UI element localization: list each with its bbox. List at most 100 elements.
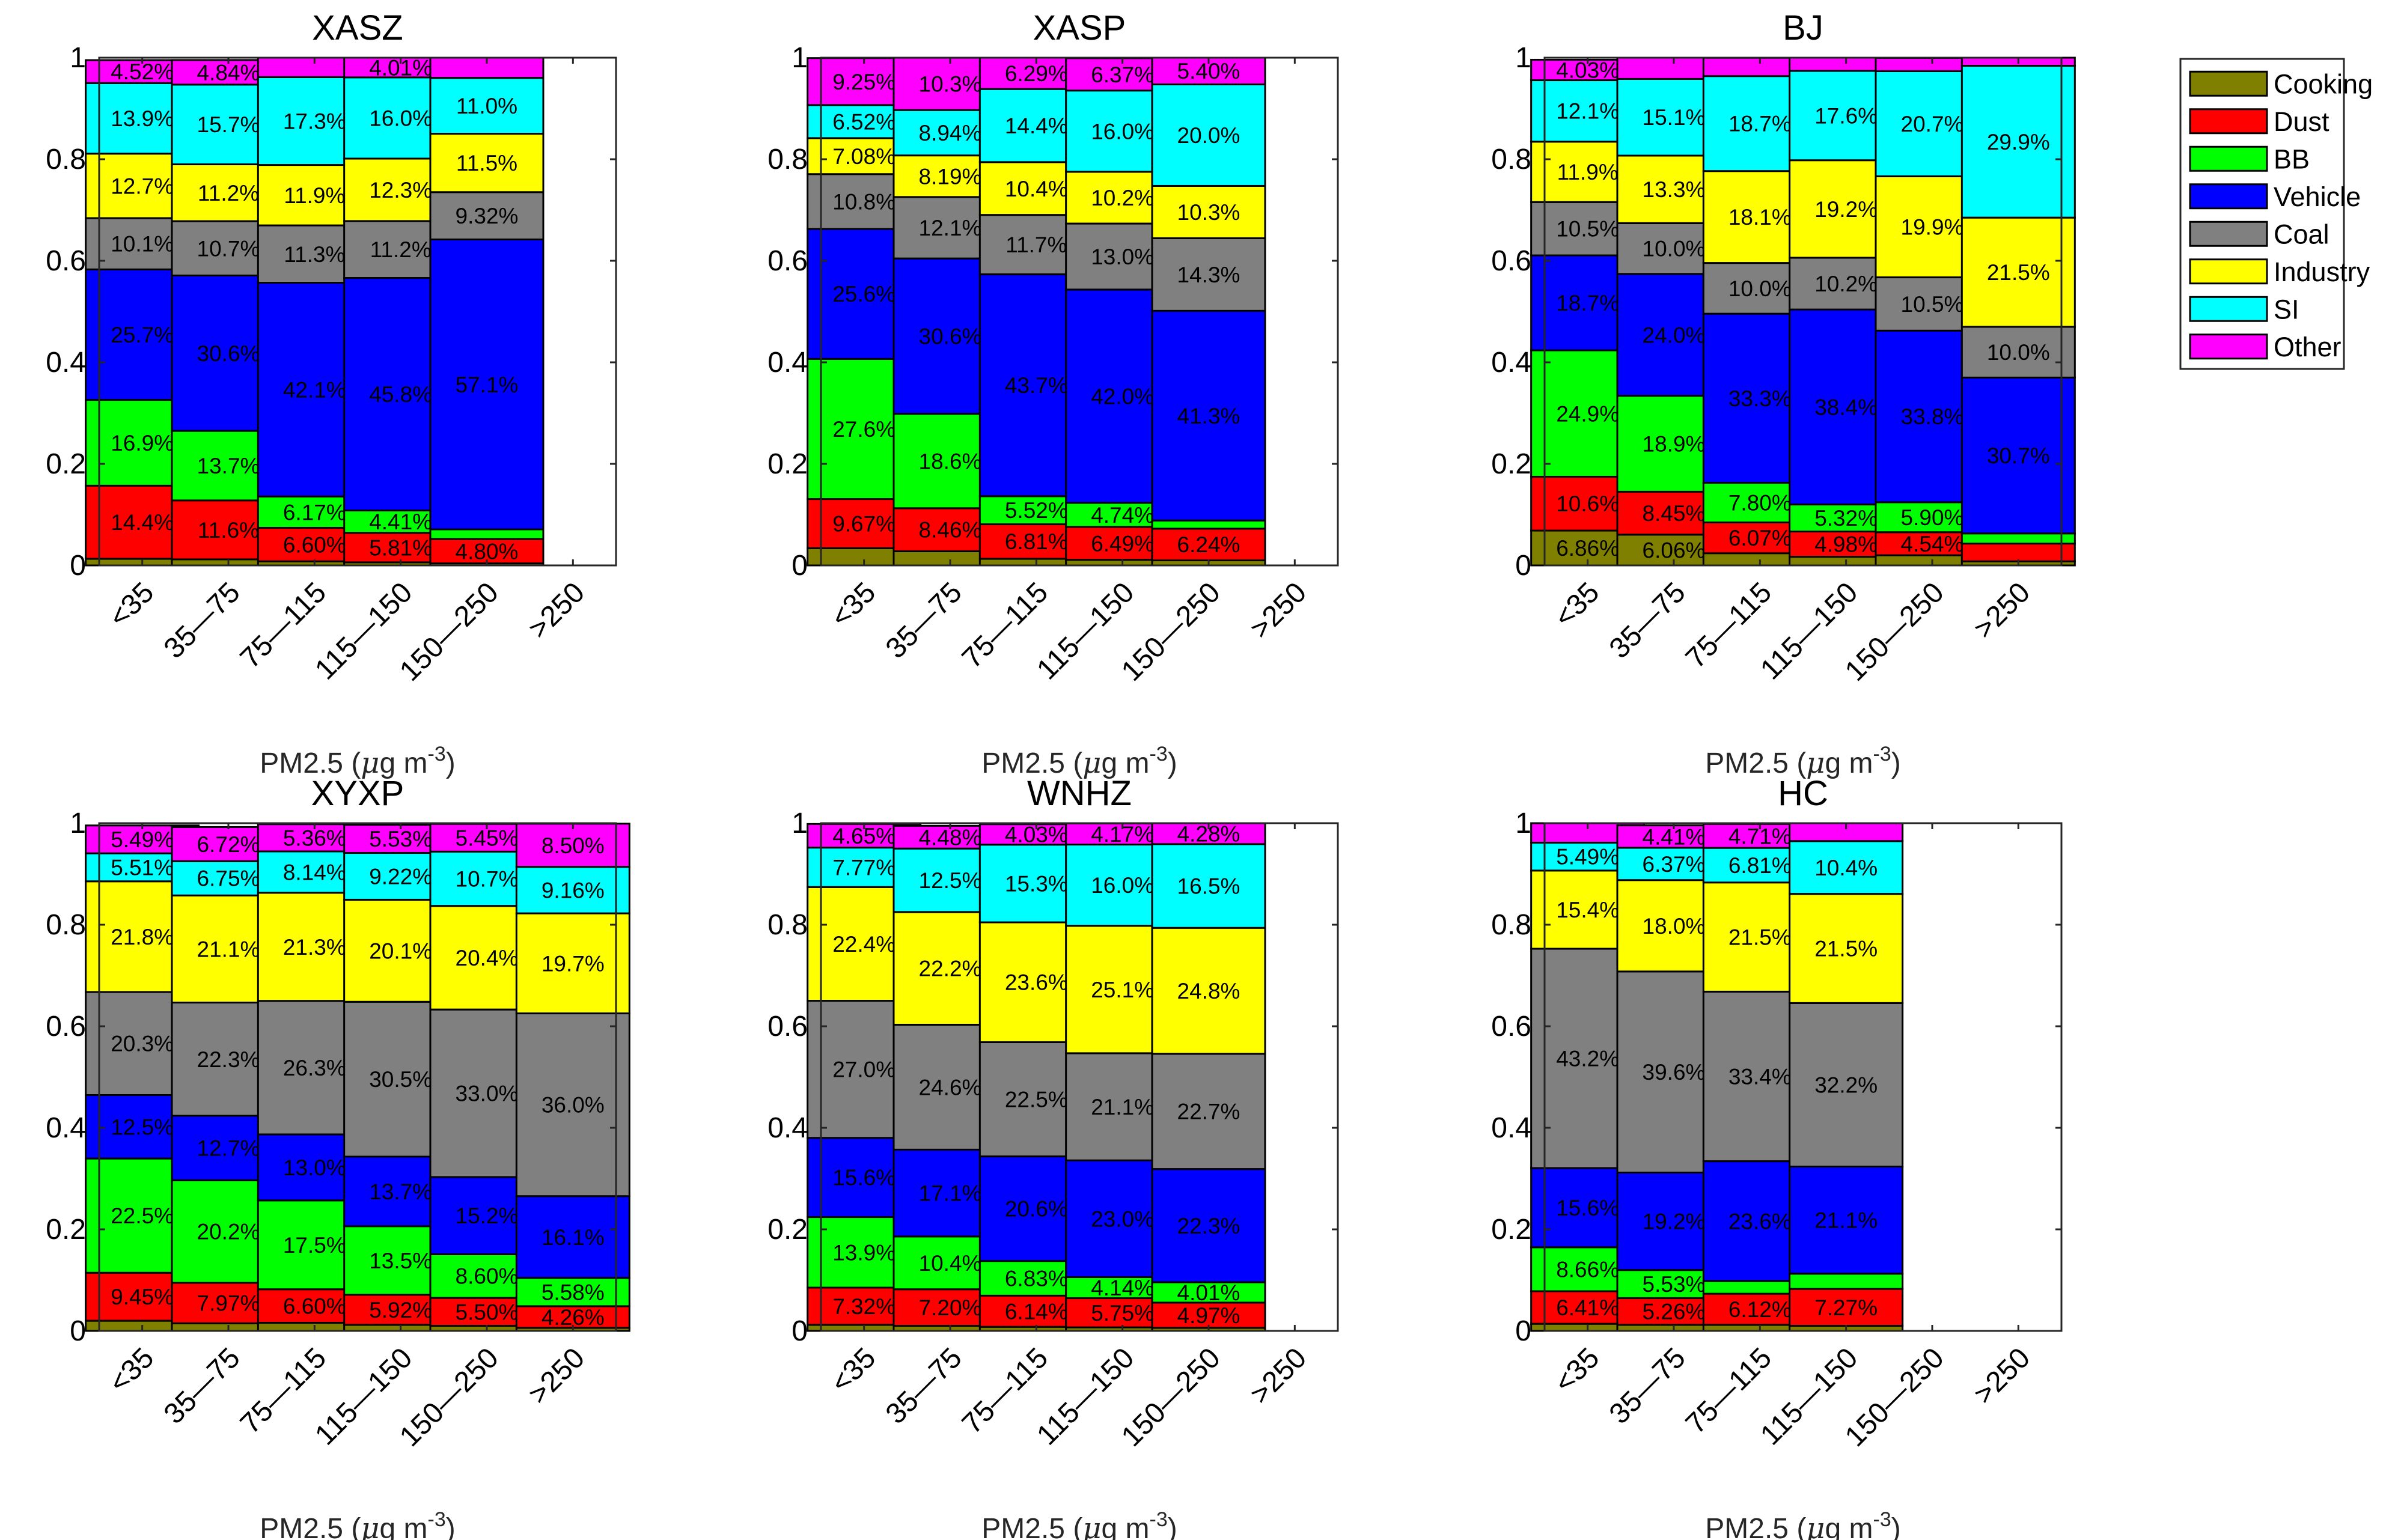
segment-label: 18.0% — [1643, 914, 1706, 939]
segment-label: 22.4% — [832, 932, 895, 957]
segment-label: 15.2% — [456, 1204, 519, 1228]
segment-coal — [1151, 1053, 1266, 1170]
segment-label: 10.3% — [919, 72, 982, 97]
legend-swatch — [2189, 258, 2268, 285]
x-tick-label: >250 — [1244, 576, 1313, 645]
segment-label: 7.80% — [1728, 490, 1792, 515]
segment-label: 18.7% — [1728, 112, 1792, 136]
bar-150-250: 6.24%41.3%14.3%10.3%20.0%5.40% — [1151, 56, 1266, 567]
segment-label: 7.97% — [197, 1291, 260, 1316]
segment-label: 38.4% — [1814, 395, 1878, 419]
panel-xasp: 9.67% 27.6% 25.6% 10.8% 7.08% 6.52% 9.25% 8.46%… — [767, 8, 1339, 780]
segment-label: 20.6% — [1005, 1197, 1068, 1222]
segment-label: 30.6% — [197, 341, 260, 366]
segment-label: 42.0% — [1091, 384, 1154, 409]
segment-si — [1151, 843, 1266, 929]
segment-label: 16.0% — [369, 106, 432, 130]
segment-label: 21.5% — [1987, 260, 2050, 285]
segment-label: 15.6% — [1556, 1196, 1619, 1220]
segment-label: 22.5% — [111, 1204, 174, 1228]
y-tick-label: 0.2 — [767, 1214, 808, 1246]
segment-label: 6.37% — [1091, 62, 1154, 87]
legend-swatch — [2189, 108, 2268, 135]
segment-label: 10.7% — [197, 236, 260, 261]
segment-label: 12.1% — [1556, 99, 1619, 124]
segment-vehicle — [429, 239, 545, 531]
segment-label: 27.0% — [832, 1058, 895, 1082]
segment-label: 17.1% — [919, 1181, 982, 1206]
segment-label: 16.9% — [111, 431, 174, 455]
segment-label: 11.3% — [284, 242, 345, 267]
x-tick-label: <35 — [1548, 1342, 1605, 1399]
legend: Cooking Dust BB Vehicle Coal Industry SI Other — [2179, 58, 2373, 370]
segment-label: 9.45% — [111, 1285, 174, 1309]
segment-label: 10.3% — [1177, 200, 1240, 225]
segment-industry — [1151, 184, 1266, 239]
y-tick-label: 1 — [792, 808, 808, 839]
segment-label: 10.0% — [1643, 237, 1706, 261]
segment-label: 10.6% — [1556, 492, 1619, 516]
x-tick-label: 35—75 — [880, 576, 968, 665]
segment-label: 6.52% — [832, 109, 895, 134]
bar-gt250: 30.7% 10.0% 21.5% 29.9% — [1960, 56, 2076, 567]
segment-label: 26.3% — [283, 1056, 346, 1080]
segment-label: 19.7% — [542, 951, 605, 976]
segment-label: 13.3% — [1643, 177, 1706, 202]
legend-entry-si: SI — [2189, 294, 2299, 324]
segment-label: 14.3% — [1177, 263, 1240, 287]
segment-label: 8.50% — [542, 833, 605, 858]
segment-label: 5.26% — [1643, 1300, 1706, 1324]
segment-label: 27.6% — [832, 417, 895, 442]
x-tick-label: 35—75 — [1603, 576, 1692, 665]
segment-label: 10.2% — [1091, 186, 1154, 210]
legend-label: BB — [2274, 144, 2310, 174]
y-tick-label: 0.2 — [1491, 448, 1531, 480]
panel-xasz: 14.4%16.9%25.7%10.1%12.7%13.9%4.52%11.6%… — [46, 8, 617, 780]
segment-label: 20.2% — [197, 1220, 260, 1244]
segment-label: 11.6% — [198, 518, 259, 543]
segment-label: 21.5% — [1728, 925, 1792, 950]
y-tick-label: 0 — [792, 1315, 808, 1347]
segment-label: 5.49% — [1556, 845, 1619, 869]
x-tick-label: 35—75 — [1603, 1342, 1692, 1430]
x-axis-label: PM2.5 (μg m-3) — [260, 1508, 455, 1540]
segment-label: 6.12% — [1728, 1297, 1792, 1322]
segment-label: 10.4% — [919, 1251, 982, 1276]
panel-title: XASP — [1033, 8, 1126, 47]
segment-label: 5.58% — [542, 1280, 605, 1304]
segment-label: 12.7% — [197, 1136, 260, 1161]
y-tick-label: 0.6 — [1491, 1011, 1531, 1042]
segment-label: 11.7% — [1005, 233, 1067, 257]
panel-title: BJ — [1783, 8, 1823, 47]
segment-label: 6.07% — [1728, 526, 1792, 550]
segment-label: 9.32% — [456, 204, 519, 228]
legend-entry-coal: Coal — [2189, 219, 2329, 249]
y-tick-label: 0.8 — [1491, 909, 1531, 941]
x-tick-label: <35 — [103, 576, 160, 633]
segment-label: 7.77% — [832, 855, 895, 880]
segment-bb — [1789, 1273, 1904, 1290]
segment-label: 20.4% — [456, 946, 519, 970]
segment-label: 11.9% — [1557, 160, 1618, 184]
y-tick-label: 0.4 — [1491, 347, 1531, 379]
segment-label: 23.6% — [1005, 970, 1068, 995]
segment-label: 14.4% — [111, 510, 174, 535]
x-axis-label: PM2.5 (μg m-3) — [981, 1508, 1177, 1540]
segment-label: 23.0% — [1091, 1207, 1154, 1231]
legend-entry-dust: Dust — [2189, 106, 2329, 137]
segment-dust — [515, 1305, 630, 1329]
segment-label: 21.1% — [1814, 1208, 1878, 1233]
segment-label: 5.50% — [456, 1300, 519, 1324]
panel-title: XASZ — [312, 8, 403, 47]
segment-label: 24.0% — [1643, 323, 1706, 347]
segment-label: 13.0% — [1091, 245, 1154, 269]
x-tick-label: 35—75 — [158, 1342, 246, 1430]
segment-label: 13.9% — [111, 106, 174, 131]
segment-label: 33.4% — [1728, 1064, 1792, 1089]
y-tick-label: 0.6 — [767, 1011, 808, 1042]
y-tick-label: 0.4 — [767, 347, 808, 379]
segment-label: 4.01% — [1177, 1280, 1240, 1305]
segment-label: 6.17% — [283, 500, 346, 525]
segment-industry — [515, 912, 630, 1015]
segment-label: 8.60% — [456, 1264, 519, 1289]
